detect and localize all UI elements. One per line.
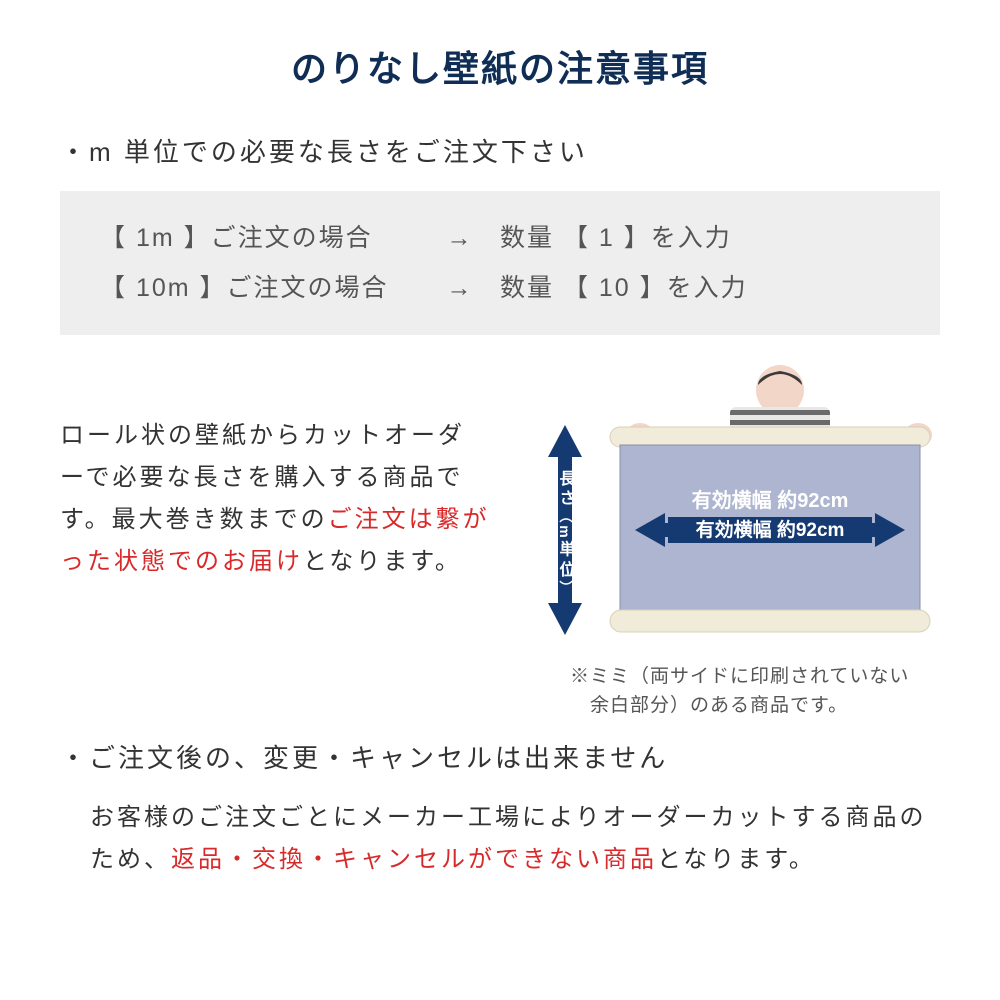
example-2-left: 【 10m 】ご注文の場合 (100, 263, 420, 313)
note-line2: 余白部分）のある商品です。 (570, 695, 848, 716)
arrow-icon: → (420, 213, 500, 263)
example-1-left: 【 1m 】ご注文の場合 (100, 213, 420, 263)
example-row-2: 【 10m 】ご注文の場合 → 数量 【 10 】を入力 (100, 263, 900, 313)
section1-heading: ・m 単位での必要な長さをご注文下さい (60, 132, 940, 169)
svg-text:長 さ （: 長 さ （ m 単 位 ） (557, 470, 576, 594)
example-row-1: 【 1m 】ご注文の場合 → 数量 【 1 】を入力 (100, 213, 900, 263)
mid-text-post: となります。 (303, 548, 462, 575)
page-title: のりなし壁紙の注意事項 (60, 40, 940, 92)
mid-section: ロール状の壁紙からカットオーダーで必要な長さを購入する商品です。最大巻き数までの… (60, 365, 940, 720)
diagram-note: ※ミミ（両サイドに印刷されていない 余白部分）のある商品です。 (510, 663, 940, 720)
body-post: となります。 (657, 846, 816, 873)
order-example-box: 【 1m 】ご注文の場合 → 数量 【 1 】を入力 【 10m 】ご注文の場合… (60, 191, 940, 335)
section2-heading: ・ご注文後の、変更・キャンセルは出来ません (60, 738, 940, 775)
wallpaper-diagram: 有効横幅 約92cm 有効横幅 約92cm 長 さ （ m 単 位 ） ※ミミ（… (510, 365, 940, 720)
svg-text:有効横幅 約92cm: 有効横幅 約92cm (696, 518, 845, 541)
example-2-right: 数量 【 10 】を入力 (500, 263, 900, 313)
body-red: 返品・交換・キャンセルができない商品 (171, 846, 657, 873)
cancellation-policy: お客様のご注文ごとにメーカー工場によりオーダーカットする商品のため、返品・交換・… (60, 797, 940, 881)
note-line1: ※ミミ（両サイドに印刷されていない (570, 666, 909, 687)
width-label: 有効横幅 約92cm (692, 488, 849, 512)
roll-description: ロール状の壁紙からカットオーダーで必要な長さを購入する商品です。最大巻き数までの… (60, 365, 490, 720)
example-1-right: 数量 【 1 】を入力 (500, 213, 900, 263)
arrow-icon: → (420, 263, 500, 313)
